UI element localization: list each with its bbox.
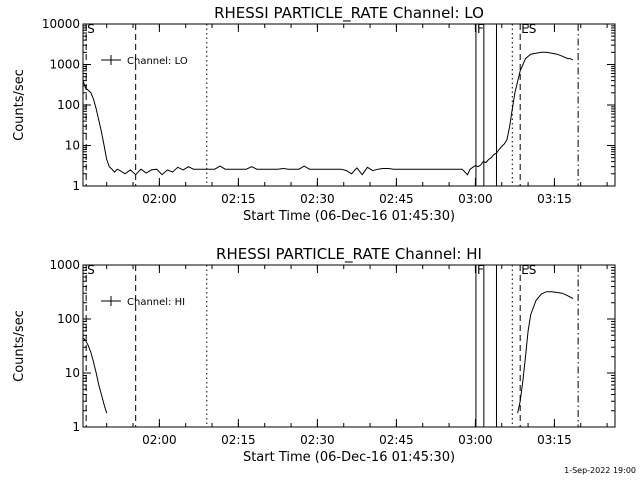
chart-panel-lo: RHESSI PARTICLE_RATE Channel: LO Start Ti… bbox=[12, 4, 616, 224]
y-tick-label: 10 bbox=[65, 366, 80, 380]
event-marker-label: S bbox=[87, 22, 95, 36]
y-tick-label: 10000 bbox=[42, 17, 80, 31]
legend-entry: Channel: HI bbox=[127, 297, 185, 308]
x-tick-label: 02:45 bbox=[379, 192, 414, 206]
plot-frame bbox=[82, 23, 616, 187]
x-tick-label: 02:00 bbox=[142, 192, 177, 206]
y-axis-label: Counts/sec bbox=[12, 310, 27, 382]
event-marker-label: ES bbox=[521, 263, 536, 277]
y-tick-label: 1 bbox=[72, 179, 80, 193]
x-tick-label: 02:30 bbox=[300, 433, 335, 447]
plot-frame bbox=[82, 264, 616, 428]
y-axis-label: Counts/sec bbox=[12, 69, 27, 141]
y-tick-label: 10 bbox=[65, 139, 80, 153]
data-series-line bbox=[82, 337, 108, 414]
x-tick-label: 03:00 bbox=[458, 433, 493, 447]
event-marker-label: S bbox=[87, 263, 95, 277]
x-tick-label: 02:15 bbox=[221, 433, 256, 447]
x-axis-label: Start Time (06-Dec-16 01:45:30) bbox=[243, 209, 455, 224]
event-marker-label: F bbox=[477, 22, 484, 36]
x-tick-label: 03:15 bbox=[537, 192, 572, 206]
x-tick-label: 02:15 bbox=[221, 192, 256, 206]
x-tick-label: 02:30 bbox=[300, 192, 335, 206]
legend-entry: Channel: LO bbox=[127, 56, 188, 67]
chart-panel-hi: RHESSI PARTICLE_RATE Channel: HI Start Ti… bbox=[12, 245, 616, 465]
x-tick-label: 02:00 bbox=[142, 433, 177, 447]
event-marker-label: ES bbox=[521, 22, 536, 36]
y-tick-label: 100 bbox=[57, 98, 80, 112]
data-series-line bbox=[82, 51, 574, 176]
event-marker-label: F bbox=[477, 263, 484, 277]
y-tick-label: 100 bbox=[57, 312, 80, 326]
y-tick-label: 1 bbox=[72, 420, 80, 434]
y-tick-label: 1000 bbox=[49, 258, 80, 272]
x-tick-label: 03:15 bbox=[537, 433, 572, 447]
y-tick-label: 1000 bbox=[49, 58, 80, 72]
x-axis-label: Start Time (06-Dec-16 01:45:30) bbox=[243, 450, 455, 465]
chart-title: RHESSI PARTICLE_RATE Channel: HI bbox=[216, 245, 482, 264]
chart-title: RHESSI PARTICLE_RATE Channel: LO bbox=[214, 4, 484, 23]
data-series-line bbox=[517, 291, 574, 414]
x-tick-label: 03:00 bbox=[458, 192, 493, 206]
plot-timestamp: 1-Sep-2022 19:00 bbox=[564, 466, 636, 475]
x-tick-label: 02:45 bbox=[379, 433, 414, 447]
